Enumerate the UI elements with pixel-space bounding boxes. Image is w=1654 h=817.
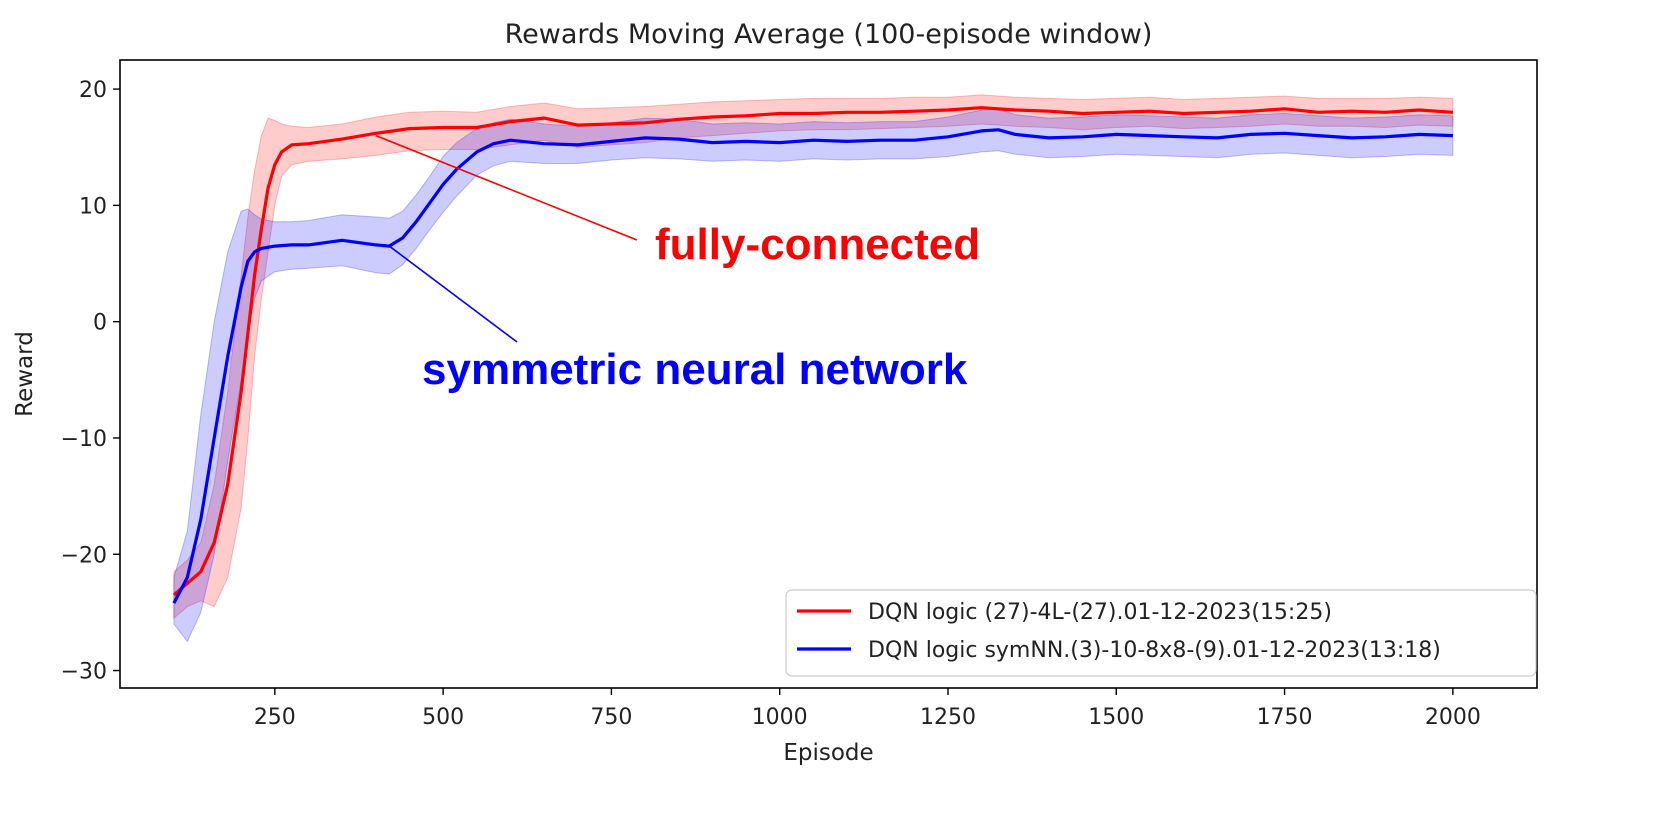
x-tick-label: 1500 [1088,705,1144,730]
y-axis: −30 −20 −10 0 10 20 [61,78,120,685]
x-tick-label: 500 [422,705,464,730]
plot-background [120,60,1537,688]
y-tick-label: −10 [61,427,107,452]
chart-title: Rewards Moving Average (100-episode wind… [505,19,1153,50]
lines-layer [172,106,1454,604]
x-tick-label: 1250 [920,705,976,730]
x-tick-label: 1000 [752,705,808,730]
plot-frame [119,59,1538,689]
y-tick-label: 0 [93,311,107,336]
annotations: fully-connected symmetric neural network [375,134,980,394]
plot-area [119,59,1538,689]
y-tick-label: −20 [61,543,107,568]
series-0-line [172,106,1454,597]
legend: DQN logic (27)-4L-(27).01-12-2023(15:25)… [785,589,1537,677]
series-0-band [173,94,1454,620]
y-axis-label: Reward [12,331,38,417]
annotation-0-pointer [375,134,638,241]
x-axis-label: Episode [783,740,873,766]
x-tick-label: 2000 [1425,705,1481,730]
annotation-1-label: symmetric neural network [422,345,968,394]
x-tick-label: 750 [590,705,632,730]
legend-box [785,589,1537,677]
x-axis: 250 500 750 1000 1250 1500 1750 2000 [254,688,1481,730]
legend-label-0: DQN logic (27)-4L-(27).01-12-2023(15:25) [868,600,1332,625]
series-1-line [172,128,1453,604]
x-tick-label: 250 [254,705,296,730]
bands-layer [173,94,1454,643]
annotation-0-label: fully-connected [655,220,980,269]
y-tick-label: 10 [79,194,107,219]
y-tick-label: 20 [79,78,107,103]
legend-label-1: DQN logic symNN.(3)-10-8x8-(9).01-12-202… [868,638,1441,663]
y-tick-label: −30 [61,660,107,685]
x-tick-label: 1750 [1257,705,1313,730]
series-1-band [173,108,1454,643]
annotation-1-pointer [388,245,518,343]
